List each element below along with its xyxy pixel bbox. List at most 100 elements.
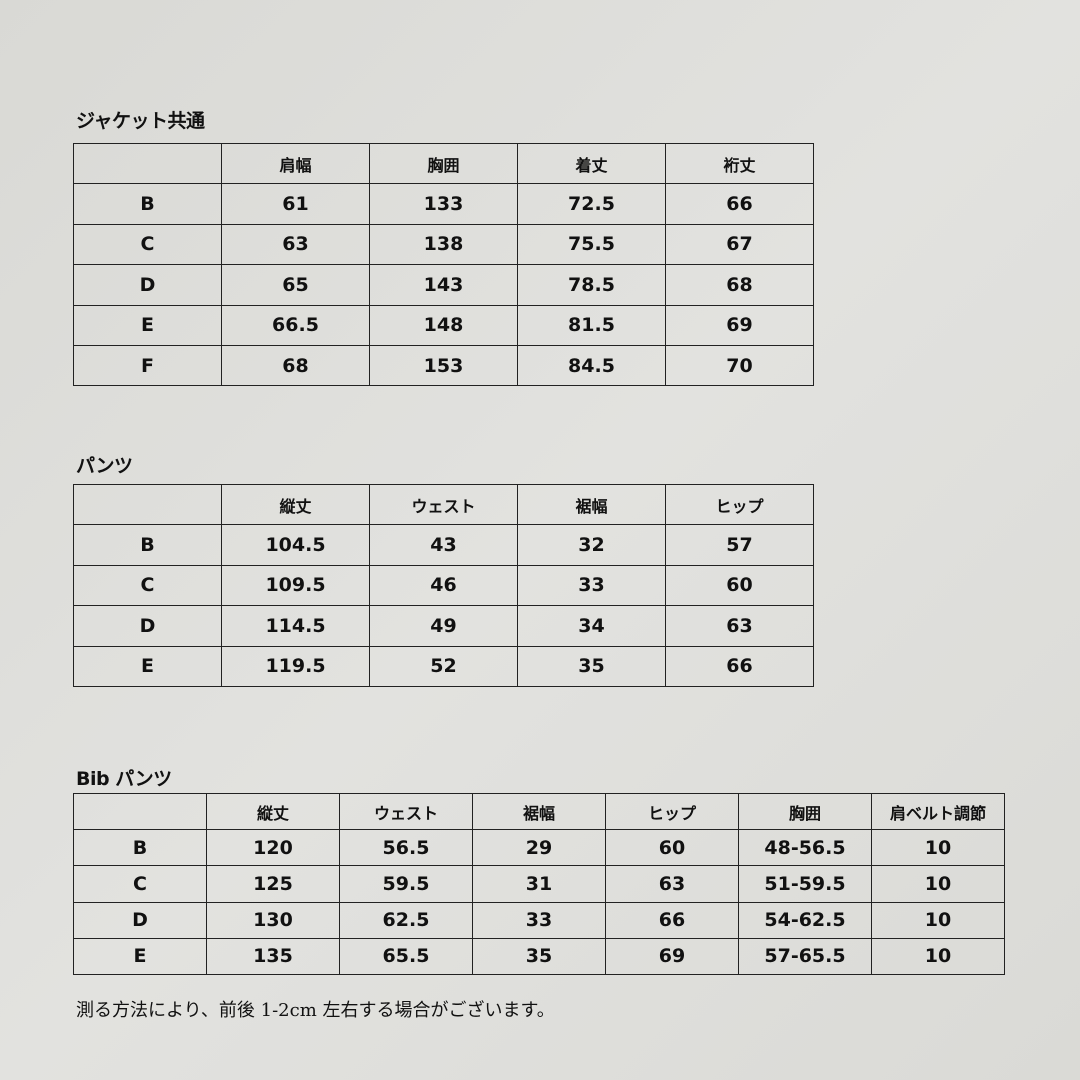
table-cell: 61 xyxy=(221,183,370,225)
table-cell: 133 xyxy=(369,183,518,225)
table-cell: 120 xyxy=(206,829,340,867)
table-cell: 66 xyxy=(605,901,739,939)
table-cell: 72.5 xyxy=(517,183,666,225)
table-row: E 66.5 148 81.5 69 xyxy=(73,304,814,346)
table-cell: 59.5 xyxy=(339,865,473,903)
table-row: D 114.5 49 34 63 xyxy=(73,605,814,647)
table-row: D 130 62.5 33 66 54-62.5 10 xyxy=(73,901,1005,939)
size-label: C xyxy=(73,564,222,607)
table-cell: 63 xyxy=(221,223,370,266)
table-cell: 34 xyxy=(517,605,666,647)
table-cell: 143 xyxy=(369,264,518,306)
table-cell: 33 xyxy=(472,901,606,939)
table-cell: 10 xyxy=(871,829,1005,867)
table-cell: 60 xyxy=(605,829,739,867)
size-label: D xyxy=(73,605,222,647)
column-header: 裾幅 xyxy=(517,483,666,526)
table-row: B 120 56.5 29 60 48-56.5 10 xyxy=(73,829,1005,867)
size-label: E xyxy=(73,645,222,687)
table-cell: 65.5 xyxy=(339,937,473,975)
column-header: ウェスト xyxy=(369,483,518,526)
table-cell: 62.5 xyxy=(339,901,473,939)
column-header: 縦丈 xyxy=(206,792,340,831)
header-row: 縦丈 ウェスト 裾幅 ヒップ 胸囲 肩ベルト調節 xyxy=(73,792,1005,831)
bib-pants-size-table: 縦丈 ウェスト 裾幅 ヒップ 胸囲 肩ベルト調節 B 120 56.5 29 60 48-56.5 10… xyxy=(73,792,1005,975)
table-cell: 81.5 xyxy=(517,304,666,346)
table-cell: 63 xyxy=(665,605,814,647)
table-cell: 35 xyxy=(472,937,606,975)
table-cell: 31 xyxy=(472,865,606,903)
pants-size-table: 縦丈 ウェスト 裾幅 ヒップ B 104.5 43 32 57 C 109.5 46 33 60 D 114.… xyxy=(73,483,814,687)
table-cell: 29 xyxy=(472,829,606,867)
size-label: F xyxy=(73,344,222,387)
table-row: C 109.5 46 33 60 xyxy=(73,564,814,607)
measurement-note: 測る方法により、前後 1-2cm 左右する場合がございます。 xyxy=(76,1000,555,1021)
table-cell: 10 xyxy=(871,865,1005,903)
table-cell: 69 xyxy=(605,937,739,975)
size-label: E xyxy=(73,304,222,346)
jacket-title: ジャケット共通 xyxy=(76,110,205,132)
column-header: 縦丈 xyxy=(221,483,370,526)
table-cell: 52 xyxy=(369,645,518,687)
table-cell: 10 xyxy=(871,937,1005,975)
table-cell: 130 xyxy=(206,901,340,939)
column-header xyxy=(73,792,207,831)
size-label: D xyxy=(73,264,222,306)
pants-title: パンツ xyxy=(76,455,133,477)
table-cell: 125 xyxy=(206,865,340,903)
column-header: ヒップ xyxy=(605,792,739,831)
column-header xyxy=(73,483,222,526)
table-cell: 153 xyxy=(369,344,518,387)
table-cell: 114.5 xyxy=(221,605,370,647)
size-label: B xyxy=(73,524,222,566)
table-row: F 68 153 84.5 70 xyxy=(73,344,814,387)
table-cell: 43 xyxy=(369,524,518,566)
table-cell: 66.5 xyxy=(221,304,370,346)
table-row: D 65 143 78.5 68 xyxy=(73,264,814,306)
column-header: 裄丈 xyxy=(665,142,814,185)
column-header: ウェスト xyxy=(339,792,473,831)
table-cell: 51-59.5 xyxy=(738,865,872,903)
size-label: B xyxy=(73,829,207,867)
size-label: D xyxy=(73,901,207,939)
table-row: E 135 65.5 35 69 57-65.5 10 xyxy=(73,937,1005,975)
table-cell: 68 xyxy=(665,264,814,306)
size-label: B xyxy=(73,183,222,225)
jacket-size-table: 肩幅 胸囲 着丈 裄丈 B 61 133 72.5 66 C 63 138 75.5 67 D 65 143 78… xyxy=(73,142,814,387)
table-cell: 46 xyxy=(369,564,518,607)
column-header: 肩ベルト調節 xyxy=(871,792,1005,831)
table-cell: 78.5 xyxy=(517,264,666,306)
header-row: 縦丈 ウェスト 裾幅 ヒップ xyxy=(73,483,814,526)
table-cell: 66 xyxy=(665,183,814,225)
table-cell: 70 xyxy=(665,344,814,387)
column-header: 胸囲 xyxy=(738,792,872,831)
table-cell: 57-65.5 xyxy=(738,937,872,975)
column-header: 肩幅 xyxy=(221,142,370,185)
table-cell: 135 xyxy=(206,937,340,975)
bib-pants-title: Bib パンツ xyxy=(76,768,172,790)
table-cell: 104.5 xyxy=(221,524,370,566)
column-header: ヒップ xyxy=(665,483,814,526)
table-cell: 119.5 xyxy=(221,645,370,687)
table-row: C 125 59.5 31 63 51-59.5 10 xyxy=(73,865,1005,903)
column-header: 胸囲 xyxy=(369,142,518,185)
table-cell: 148 xyxy=(369,304,518,346)
table-cell: 57 xyxy=(665,524,814,566)
table-cell: 84.5 xyxy=(517,344,666,387)
table-cell: 67 xyxy=(665,223,814,266)
column-header: 着丈 xyxy=(517,142,666,185)
table-cell: 69 xyxy=(665,304,814,346)
column-header: 裾幅 xyxy=(472,792,606,831)
table-cell: 138 xyxy=(369,223,518,266)
table-cell: 48-56.5 xyxy=(738,829,872,867)
table-cell: 60 xyxy=(665,564,814,607)
table-row: C 63 138 75.5 67 xyxy=(73,223,814,266)
table-cell: 109.5 xyxy=(221,564,370,607)
table-row: B 104.5 43 32 57 xyxy=(73,524,814,566)
table-cell: 10 xyxy=(871,901,1005,939)
table-cell: 56.5 xyxy=(339,829,473,867)
table-cell: 54-62.5 xyxy=(738,901,872,939)
table-cell: 63 xyxy=(605,865,739,903)
table-cell: 68 xyxy=(221,344,370,387)
table-cell: 33 xyxy=(517,564,666,607)
